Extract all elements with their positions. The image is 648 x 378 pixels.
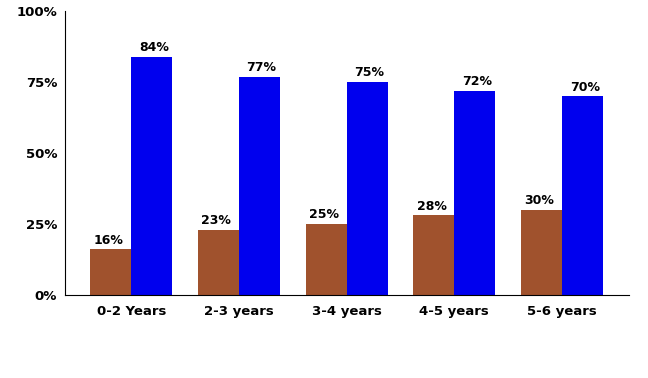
Text: 84%: 84% [139,41,169,54]
Text: 30%: 30% [524,194,554,207]
Bar [562,96,603,295]
Text: 77%: 77% [247,61,277,74]
Bar [306,224,347,295]
Text: 25%: 25% [309,208,339,221]
Bar [347,82,388,295]
Bar [413,215,454,295]
Text: 75%: 75% [354,67,384,79]
Bar [521,210,562,295]
Bar [132,57,172,295]
Bar [198,229,239,295]
Text: 70%: 70% [570,81,599,94]
Text: 72%: 72% [462,75,492,88]
Bar [91,249,132,295]
Text: 16%: 16% [94,234,124,247]
Text: 28%: 28% [417,200,446,212]
Bar [239,77,280,295]
Bar [454,91,495,295]
Text: 23%: 23% [202,214,231,227]
